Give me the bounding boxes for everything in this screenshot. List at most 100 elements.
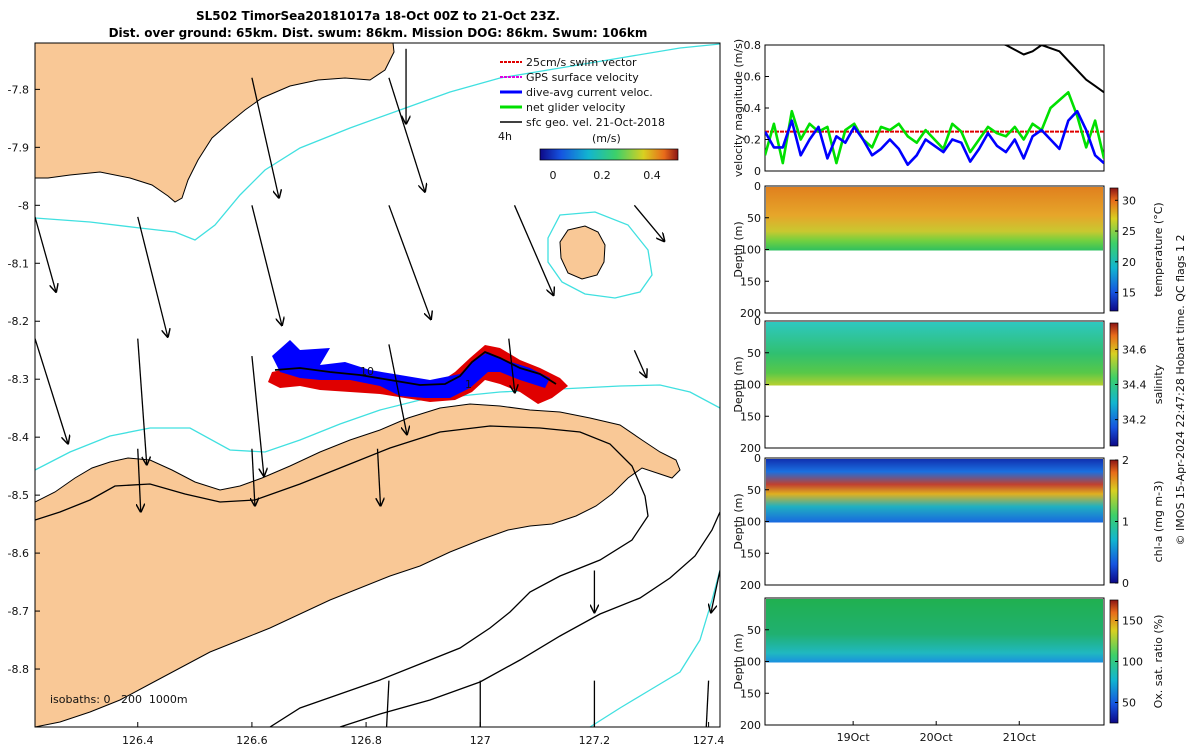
isobath-200m-island — [547, 211, 653, 299]
map-xtick-label: 126.6 — [236, 734, 268, 747]
profile-ylabel: Depth (m) — [732, 356, 745, 412]
map-xtick-label: 126.4 — [122, 734, 154, 747]
profile-ytick-label: 0 — [754, 315, 761, 328]
profile-colorbar-tick-label: 30 — [1122, 194, 1136, 207]
map-ytick-label: -8.6 — [8, 547, 29, 560]
profile-ytick-label: 200 — [740, 307, 761, 320]
land-north — [35, 43, 395, 203]
geo-velocity-arrow — [35, 338, 68, 444]
profile-colorbar-tick-label: 20 — [1122, 256, 1136, 269]
map-ytick-label: -8.3 — [8, 373, 29, 386]
legend-label-sfc: sfc geo. vel. 21-Oct-2018 — [526, 116, 665, 129]
profile-colorbar-tick-label: 100 — [1122, 656, 1143, 669]
profile-data-field — [766, 599, 1103, 663]
profile-ytick-label: 50 — [747, 212, 761, 225]
profile-ylabel: Depth (m) — [732, 633, 745, 689]
profile-panel: 0 50 100 150 200 Depth (m) 34.2 34.4 34.6 salinit… — [732, 315, 1165, 455]
profile-ytick-label: 100 — [740, 244, 761, 257]
profile-ytick-label: 200 — [740, 579, 761, 592]
legend-label-net: net glider velocity — [526, 101, 626, 114]
velocity-axes — [764, 44, 1105, 172]
profile-colorbar — [1109, 187, 1119, 312]
map-ytick-label: -8.2 — [8, 315, 29, 328]
time-ticks: 19Oct 20Oct 21Oct — [837, 721, 1037, 744]
geo-velocity-arrow — [388, 344, 407, 434]
profile-ylabel: Depth (m) — [732, 493, 745, 549]
hour-mark-label: 4h — [498, 130, 512, 143]
profile-colorbar-tick-label: 15 — [1122, 287, 1136, 300]
track-mark-b: 1 — [465, 378, 472, 391]
profile-ytick-label: 0 — [754, 452, 761, 465]
profile-colorbar-tick-label: 0 — [1122, 577, 1129, 590]
geo-velocity-arrow — [508, 338, 515, 393]
profile-colorbar-tick-label: 25 — [1122, 225, 1136, 238]
geo-velocity-arrow — [251, 205, 282, 325]
isobath-200m-south — [35, 384, 720, 471]
profile-ytick-label: 200 — [740, 442, 761, 455]
isobath-200m-north — [35, 43, 720, 241]
geo-velocity-arrow — [138, 448, 141, 512]
profile-ytick-label: 50 — [747, 624, 761, 637]
profile-ytick-label: 100 — [740, 516, 761, 529]
map-colorbar-tick-0: 0 — [550, 169, 557, 182]
track-dive-avg-current — [272, 340, 550, 398]
profile-data-field — [766, 187, 1103, 251]
map-panel: 10 1 126.4 126.6 126.8 127 127.2 127.4 -7.8 -7.… — [8, 42, 725, 747]
profile-colorbar-tick-label: 34.4 — [1122, 379, 1147, 392]
map-legend: 25cm/s swim vector GPS surface velocity … — [498, 56, 679, 182]
velocity-series-line — [1002, 45, 1104, 94]
geo-velocity-arrow — [513, 205, 554, 295]
velocity-ticks: 0 0.2 0.4 0.6 0.8 — [744, 39, 769, 178]
profile-ytick-label: 100 — [740, 379, 761, 392]
profile-colorbar-label: temperature (°C) — [1152, 202, 1165, 296]
profile-ytick-label: 100 — [740, 656, 761, 669]
profile-colorbar-tick-label: 34.6 — [1122, 343, 1147, 356]
geo-velocity-arrows — [35, 48, 720, 727]
profile-data-field — [766, 322, 1103, 386]
map-xtick-label: 127.2 — [579, 734, 611, 747]
map-frame — [34, 42, 721, 728]
geo-velocity-arrow — [388, 205, 431, 319]
profile-ylabel: Depth (m) — [732, 221, 745, 277]
profile-panel: 0 50 100 150 200 Depth (m) 0 1 2 chl-a (mg m-3) — [732, 452, 1165, 592]
time-tick-label: 19Oct — [837, 731, 871, 744]
velocity-ytick-label: 0.6 — [744, 71, 762, 84]
profile-ytick-label: 150 — [740, 547, 761, 560]
profile-ytick-label: 50 — [747, 484, 761, 497]
velocity-series-line — [765, 109, 1104, 166]
geo-velocity-arrow — [388, 77, 425, 192]
velocity-ytick-label: 0.4 — [744, 102, 762, 115]
map-colorbar-tick-2: 0.4 — [643, 169, 661, 182]
profile-colorbar-label: Ox. sat. ratio (%) — [1152, 615, 1165, 709]
map-ytick-label: -8.4 — [8, 431, 29, 444]
map-ytick-label: -8.1 — [8, 257, 29, 270]
geo-velocity-arrow — [137, 338, 147, 465]
velocity-ytick-label: 0.8 — [744, 39, 762, 52]
profile-colorbar-label: chl-a (mg m-3) — [1152, 481, 1165, 563]
credit-text: © IMOS 15-Apr-2024 22:47:28 Hobart time.… — [1174, 235, 1187, 546]
profile-colorbar-tick-label: 34.2 — [1122, 414, 1147, 427]
profile-colorbar-tick-label: 1 — [1122, 516, 1129, 529]
track-mark-a: 10 — [360, 365, 374, 378]
land-south — [35, 403, 681, 727]
isobaths-note: isobaths: 0 200 1000m — [50, 693, 188, 706]
time-tick-label: 21Oct — [1003, 731, 1037, 744]
isobath-200m-east — [589, 569, 720, 727]
profile-ytick-label: 150 — [740, 687, 761, 700]
isobath-1000m-south — [35, 425, 649, 727]
map-colorbar-tick-1: 0.2 — [593, 169, 611, 182]
figure-title-line1: SL502 TimorSea20181017a 18-Oct 00Z to 21… — [196, 9, 560, 23]
isobath-1000m-east — [339, 511, 720, 727]
figure-title-line2: Dist. over ground: 65km. Dist. swum: 86k… — [109, 26, 648, 40]
map-ytick-label: -8.5 — [8, 489, 29, 502]
map-xtick-label: 126.8 — [350, 734, 382, 747]
land-island — [559, 225, 606, 280]
profile-ytick-label: 150 — [740, 410, 761, 423]
profile-colorbar-tick-label: 2 — [1122, 454, 1129, 467]
map-ticks: 126.4 126.6 126.8 127 127.2 127.4 -7.8 -7.9 -8 -8… — [8, 83, 725, 747]
glider-track: 10 1 — [268, 340, 568, 404]
profile-colorbar-tick-label: 50 — [1122, 697, 1136, 710]
geo-velocity-arrow — [137, 216, 168, 337]
